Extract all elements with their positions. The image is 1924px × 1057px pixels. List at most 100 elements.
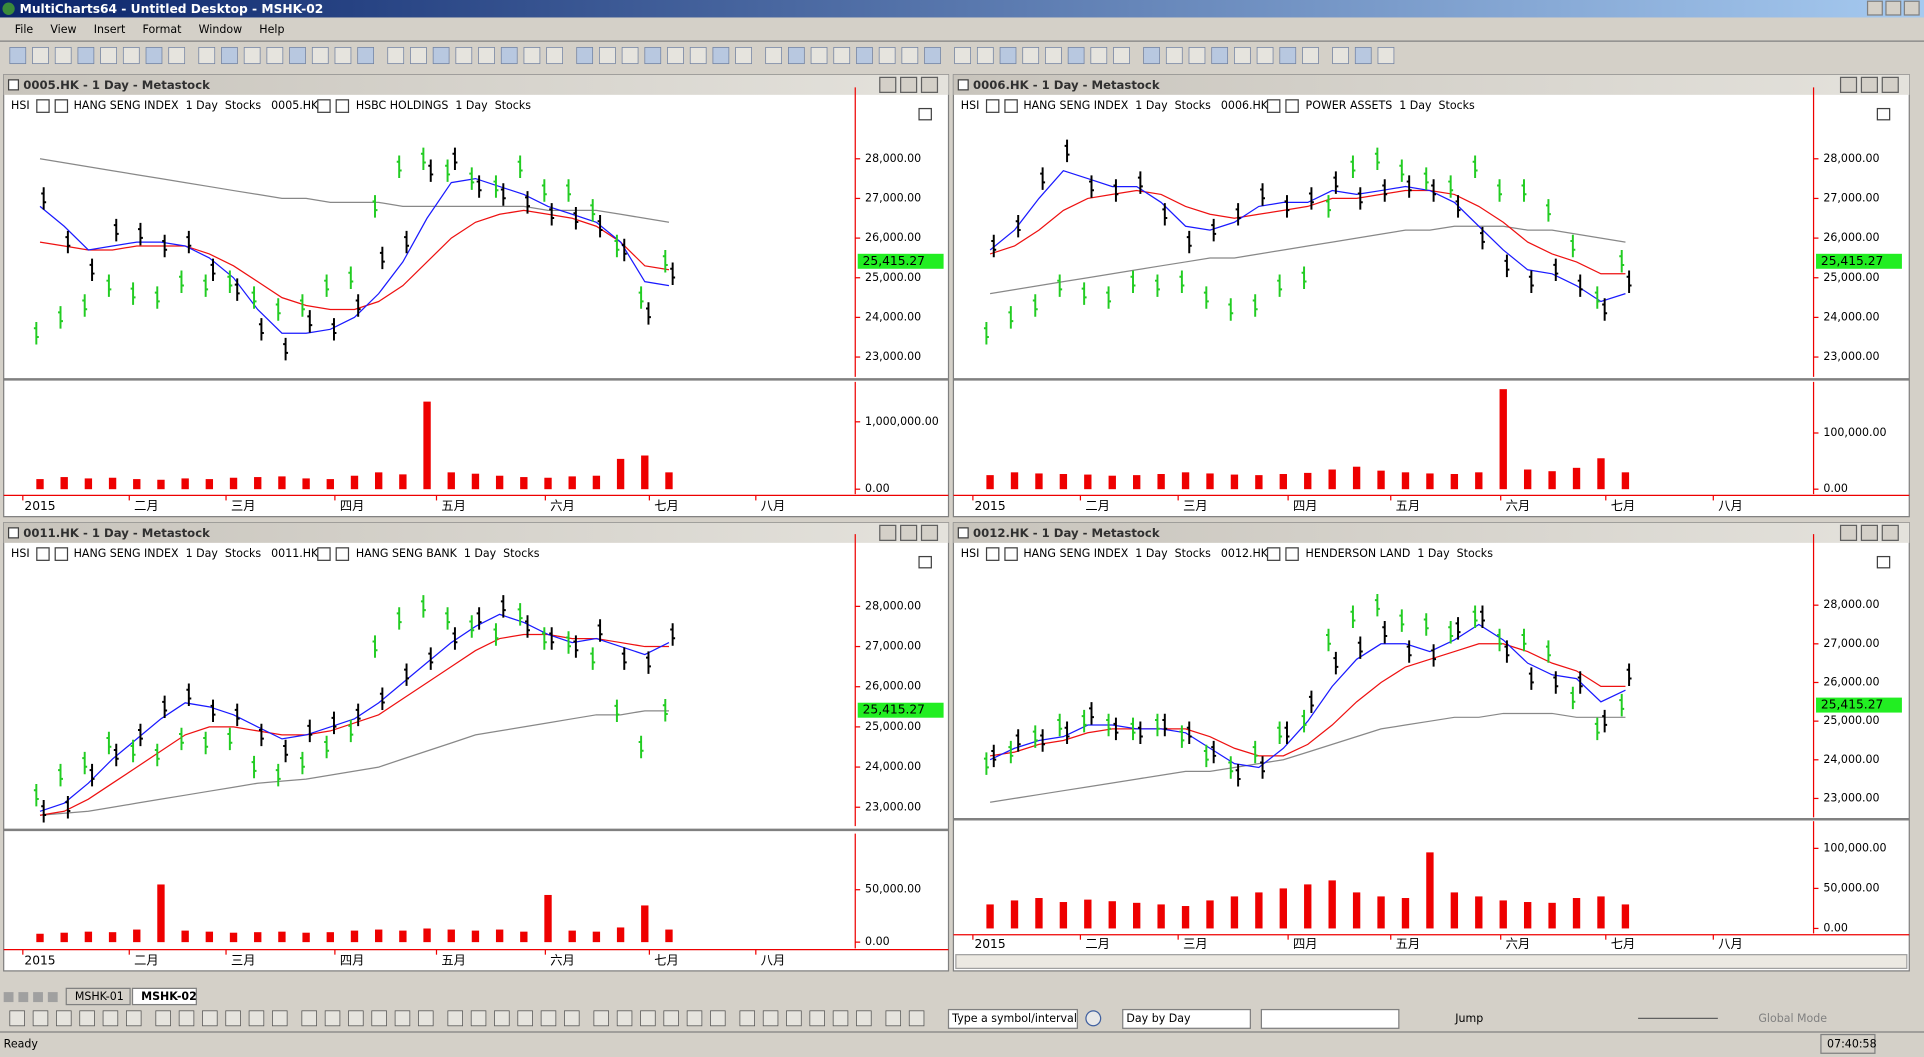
toolbar-button[interactable] xyxy=(599,47,616,65)
legend-symbol[interactable]: HSI xyxy=(11,99,30,112)
tab-label[interactable]: MSHK-02 xyxy=(141,990,197,1003)
drawing-tool[interactable] xyxy=(494,1010,510,1027)
drawing-tool[interactable] xyxy=(225,1010,241,1027)
toolbar-button[interactable] xyxy=(1188,47,1206,65)
drawing-tool[interactable] xyxy=(102,1010,119,1027)
toolbar-button[interactable] xyxy=(1143,47,1160,65)
legend-symbol[interactable]: 0005.HK xyxy=(271,99,319,112)
menu-item[interactable]: Format xyxy=(143,23,183,36)
toolbar-button[interactable] xyxy=(667,47,684,65)
toolbar-button[interactable] xyxy=(289,47,306,65)
jump-button[interactable]: Jump xyxy=(1454,1012,1483,1025)
drawing-tool[interactable] xyxy=(324,1010,341,1027)
legend-symbol[interactable]: 0006.HK xyxy=(1221,99,1269,112)
drawing-tool[interactable] xyxy=(517,1010,533,1027)
chart-menu-icon[interactable] xyxy=(1876,107,1891,121)
legend-dropdown[interactable] xyxy=(1285,99,1299,113)
legend-dropdown[interactable] xyxy=(1266,547,1281,561)
legend-dropdown[interactable] xyxy=(335,547,350,561)
toolbar-button[interactable] xyxy=(1234,47,1251,65)
toolbar-button[interactable] xyxy=(1165,47,1183,65)
legend-symbol[interactable]: 0012.HK xyxy=(1221,547,1269,560)
toolbar-button[interactable] xyxy=(1045,47,1062,65)
toolbar-button[interactable] xyxy=(122,47,140,65)
window-controls[interactable] xyxy=(1866,0,1920,16)
tab[interactable] xyxy=(65,987,131,1006)
toolbar-button[interactable] xyxy=(954,47,971,65)
toolbar-button[interactable] xyxy=(198,47,216,65)
toolbar-button[interactable] xyxy=(500,47,518,65)
legend-dropdown[interactable] xyxy=(985,547,1000,561)
chart-window-button[interactable] xyxy=(1881,524,1899,541)
symbol-input[interactable] xyxy=(947,1008,1078,1029)
drawing-tool[interactable] xyxy=(348,1010,364,1027)
legend-dropdown[interactable] xyxy=(1266,99,1281,113)
chart-window-button[interactable] xyxy=(900,76,918,93)
chart-window-button[interactable] xyxy=(879,76,897,93)
menu-item[interactable]: Window xyxy=(199,23,243,36)
global-mode[interactable]: Global Mode xyxy=(1758,1012,1827,1025)
chart-window-button[interactable] xyxy=(900,524,918,541)
chart-window-button[interactable] xyxy=(879,524,897,541)
legend-symbol[interactable]: HSI xyxy=(961,547,980,560)
toolbar-button[interactable] xyxy=(1211,47,1229,65)
toolbar-button[interactable] xyxy=(1113,47,1130,65)
tab-scroll[interactable] xyxy=(33,992,43,1003)
toolbar-button[interactable] xyxy=(334,47,352,65)
empty-dropdown[interactable] xyxy=(1260,1008,1400,1029)
tab-scroll[interactable] xyxy=(47,992,58,1003)
toolbar-button[interactable] xyxy=(432,47,450,65)
legend-dropdown[interactable] xyxy=(335,99,350,113)
drawing-tool[interactable] xyxy=(762,1010,779,1027)
toolbar-button[interactable] xyxy=(1256,47,1274,65)
drawing-tool[interactable] xyxy=(856,1010,872,1027)
legend-dropdown[interactable] xyxy=(1004,99,1018,113)
drawing-tool[interactable] xyxy=(202,1010,218,1027)
menu-item[interactable]: File xyxy=(15,23,34,36)
toolbar-button[interactable] xyxy=(765,47,782,65)
drawing-tool[interactable] xyxy=(301,1010,317,1027)
legend-dropdown[interactable] xyxy=(54,99,69,113)
tab[interactable] xyxy=(131,987,197,1006)
toolbar-button[interactable] xyxy=(77,47,95,65)
legend-dropdown[interactable] xyxy=(1285,547,1299,561)
toolbar-button[interactable] xyxy=(546,47,563,65)
chart-window-button[interactable] xyxy=(920,524,939,541)
drawing-tool[interactable] xyxy=(470,1010,487,1027)
drawing-tool[interactable] xyxy=(885,1010,902,1027)
horizontal-scrollbar[interactable] xyxy=(955,954,1908,970)
toolbar-button[interactable] xyxy=(644,47,662,65)
toolbar-button[interactable] xyxy=(924,47,941,65)
legend-dropdown[interactable] xyxy=(36,99,50,113)
toolbar-button[interactable] xyxy=(1354,47,1372,65)
drawing-tool[interactable] xyxy=(616,1010,633,1027)
toolbar-button[interactable] xyxy=(266,47,284,65)
tab-scroll[interactable] xyxy=(3,992,14,1003)
toolbar-button[interactable] xyxy=(243,47,261,65)
toolbar-button[interactable] xyxy=(621,47,639,65)
legend-dropdown[interactable] xyxy=(985,99,1000,113)
toolbar-button[interactable] xyxy=(976,47,994,65)
close-button[interactable] xyxy=(1903,0,1920,16)
toolbar-button[interactable] xyxy=(1067,47,1085,65)
drawing-tool[interactable] xyxy=(126,1010,142,1027)
legend-dropdown[interactable] xyxy=(1004,547,1018,561)
drawing-tool[interactable] xyxy=(540,1010,557,1027)
tab-scroll[interactable] xyxy=(18,992,29,1003)
symbol-go[interactable] xyxy=(1085,1010,1102,1027)
legend-symbol[interactable]: HSI xyxy=(11,547,30,560)
toolbar-button[interactable] xyxy=(311,47,329,65)
toolbar-button[interactable] xyxy=(168,47,186,65)
drawing-tool[interactable] xyxy=(447,1010,463,1027)
chart-window-button[interactable] xyxy=(1839,524,1858,541)
toolbar-button[interactable] xyxy=(1377,47,1395,65)
menu-item[interactable]: Insert xyxy=(94,23,126,36)
legend-dropdown[interactable] xyxy=(317,99,331,113)
chart-window-button[interactable] xyxy=(920,76,939,93)
chart-menu-icon[interactable] xyxy=(1876,555,1891,569)
drawing-tool[interactable] xyxy=(663,1010,679,1027)
chart-window-button[interactable] xyxy=(1881,76,1899,93)
toolbar-button[interactable] xyxy=(410,47,427,65)
chart-window-button[interactable] xyxy=(1860,524,1878,541)
drawing-tool[interactable] xyxy=(908,1010,925,1027)
